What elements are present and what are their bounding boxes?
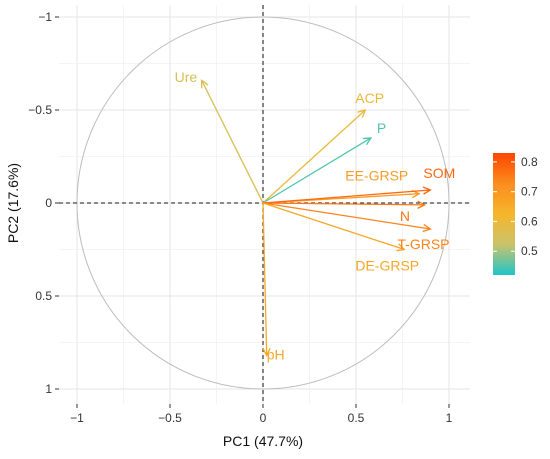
legend-tick-label: 0.8 — [521, 155, 538, 169]
legend-tick-label: 0.6 — [521, 214, 538, 228]
label-acp: ACP — [355, 90, 384, 106]
x-tick-label: −1 — [70, 411, 84, 425]
arrow-de-grsp — [262, 202, 404, 250]
color-scale-ticks: 0.8 0.7 0.6 0.5 — [493, 155, 538, 258]
legend-tick-label: 0.5 — [521, 244, 538, 258]
y-tick-label: 0.5 — [35, 289, 52, 303]
y-tick-label: 1 — [45, 382, 52, 396]
variable-arrows — [202, 80, 431, 355]
y-tick-label: 0 — [45, 196, 52, 210]
arrow-p — [262, 138, 371, 204]
label-p: P — [377, 120, 386, 136]
arrow-n — [262, 203, 425, 205]
variable-labels: Ure ACP P EE-GRSP SOM N T-GRSP DE-GRSP pH — [175, 69, 456, 362]
label-ee-grsp: EE-GRSP — [345, 168, 408, 184]
y-tick-label: −0.5 — [28, 103, 52, 117]
color-scale-bar — [493, 153, 515, 275]
x-axis-title: PC1 (47.7%) — [223, 433, 303, 449]
arrow-t-grsp — [262, 202, 430, 229]
arrow-acp — [262, 110, 365, 204]
arrow-som — [262, 190, 430, 204]
x-tick-label: 0 — [260, 411, 267, 425]
color-legend: 0.8 0.7 0.6 0.5 — [493, 153, 538, 275]
label-som: SOM — [423, 165, 455, 181]
y-tick-label: −1 — [38, 10, 52, 24]
x-tick-label: 0.5 — [348, 411, 365, 425]
x-axis: −1 −0.5 0 0.5 1 — [70, 404, 453, 425]
plot-panel: Ure ACP P EE-GRSP SOM N T-GRSP DE-GRSP pH — [59, 5, 470, 404]
arrow-ph — [263, 202, 267, 356]
legend-tick-label: 0.7 — [521, 185, 538, 199]
x-tick-label: 1 — [446, 411, 453, 425]
label-t-grsp: T-GRSP — [397, 236, 449, 252]
label-n: N — [400, 208, 410, 224]
label-ure: Ure — [175, 69, 198, 85]
y-axis: −1 −0.5 0 0.5 1 — [28, 10, 59, 396]
arrow-ure — [202, 80, 264, 204]
y-axis-title: PC2 (17.6%) — [5, 163, 21, 243]
x-tick-label: −0.5 — [158, 411, 182, 425]
label-ph: pH — [267, 347, 285, 363]
label-de-grsp: DE-GRSP — [355, 258, 419, 274]
